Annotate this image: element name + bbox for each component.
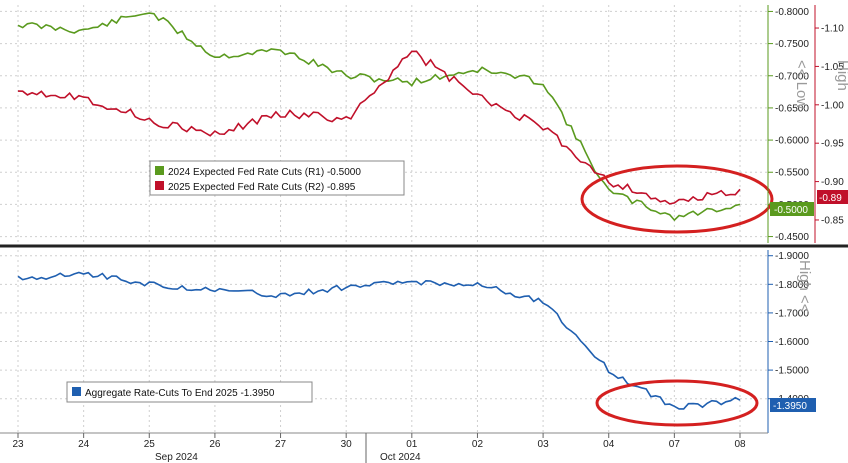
badge-red-last-text: -0.89 <box>819 193 842 204</box>
series-line-2025-cuts <box>17 50 741 205</box>
x-tick-label-11: 08 <box>734 439 746 450</box>
r2-tick-label-0: -1.10 <box>821 24 844 35</box>
badge-green-last-text: -0.5000 <box>774 205 808 216</box>
top-r1-axis-title: << Low <box>793 60 810 109</box>
x-tick-label-3: 26 <box>209 439 221 450</box>
r2-tick-label-4: -0.90 <box>821 177 844 188</box>
legend-bottom: Aggregate Rate-Cuts To End 2025 -1.3950 <box>66 381 313 403</box>
x-tick-label-7: 02 <box>472 439 484 450</box>
x-tick-label-1: 24 <box>78 439 90 450</box>
bottom-tick-label-1: -1.8000 <box>775 280 809 291</box>
badge-blue-last <box>770 398 816 412</box>
axis-ticks: -0.8000 -0.7500 -0.7000 -0.6500 -0.6000 -0.55… <box>768 7 844 405</box>
badge-blue-last-text: -1.3950 <box>773 401 807 412</box>
legend-swatch-green <box>155 166 164 175</box>
x-axis-ticks: 23 24 25 26 27 30 01 02 03 04 07 08 <box>12 433 746 450</box>
x-tick-label-5: 30 <box>341 439 353 450</box>
top-panel-series <box>17 12 741 222</box>
x-month-label-oct: Oct 2024 <box>380 452 421 463</box>
legend-swatch-blue <box>72 387 81 396</box>
series-line-aggregate-cuts <box>17 271 741 410</box>
x-tick-label-0: 23 <box>12 439 24 450</box>
legend-top-item-1: 2024 Expected Fed Rate Cuts (R1) -0.5000 <box>168 167 361 178</box>
x-tick-label-6: 01 <box>406 439 418 450</box>
legend-bottom-item-1: Aggregate Rate-Cuts To End 2025 -1.3950 <box>85 388 275 399</box>
r1-tick-label-5: -0.5500 <box>775 168 809 179</box>
bottom-tick-label-3: -1.6000 <box>775 337 809 348</box>
badge-green-last <box>770 202 814 216</box>
badge-red-last <box>817 190 848 204</box>
annotation-ellipse-top <box>580 164 774 234</box>
r2-tick-label-3: -0.95 <box>821 139 844 150</box>
r1-tick-label-0: -0.8000 <box>775 7 809 18</box>
x-tick-label-8: 03 <box>538 439 550 450</box>
bottom-tick-label-4: -1.5000 <box>775 366 809 377</box>
top-r2-axis-title: High <box>834 60 848 91</box>
bottom-axis-title: High << <box>796 260 813 313</box>
annotation-ellipse-bottom <box>595 379 759 427</box>
legend-swatch-red <box>155 181 164 190</box>
x-tick-label-2: 25 <box>144 439 156 450</box>
r1-tick-label-3: -0.6500 <box>775 103 809 114</box>
legend-top-item-2: 2025 Expected Fed Rate Cuts (R2) -0.895 <box>168 182 356 193</box>
r1-tick-label-2: -0.7000 <box>775 71 809 82</box>
bottom-panel-grid <box>0 250 768 433</box>
x-tick-label-9: 04 <box>603 439 615 450</box>
r2-tick-label-1: -1.05 <box>821 62 844 73</box>
bottom-tick-label-2: -1.7000 <box>775 308 809 319</box>
r1-tick-label-7: -0.4500 <box>775 232 809 243</box>
bottom-tick-label-0: -1.9000 <box>775 251 809 262</box>
r1-tick-label-4: -0.6000 <box>775 136 809 147</box>
bottom-panel-series <box>17 271 741 410</box>
r1-tick-label-1: -0.7500 <box>775 39 809 50</box>
r2-tick-label-5: -0.85 <box>821 215 844 226</box>
series-line-2024-cuts <box>17 12 741 222</box>
top-panel-grid <box>0 5 768 243</box>
legend-top: 2024 Expected Fed Rate Cuts (R1) -0.5000… <box>149 160 405 196</box>
x-tick-label-10: 07 <box>669 439 681 450</box>
x-tick-label-4: 27 <box>275 439 287 450</box>
x-month-label-sep: Sep 2024 <box>155 452 198 463</box>
r2-tick-label-2: -1.00 <box>821 100 844 111</box>
